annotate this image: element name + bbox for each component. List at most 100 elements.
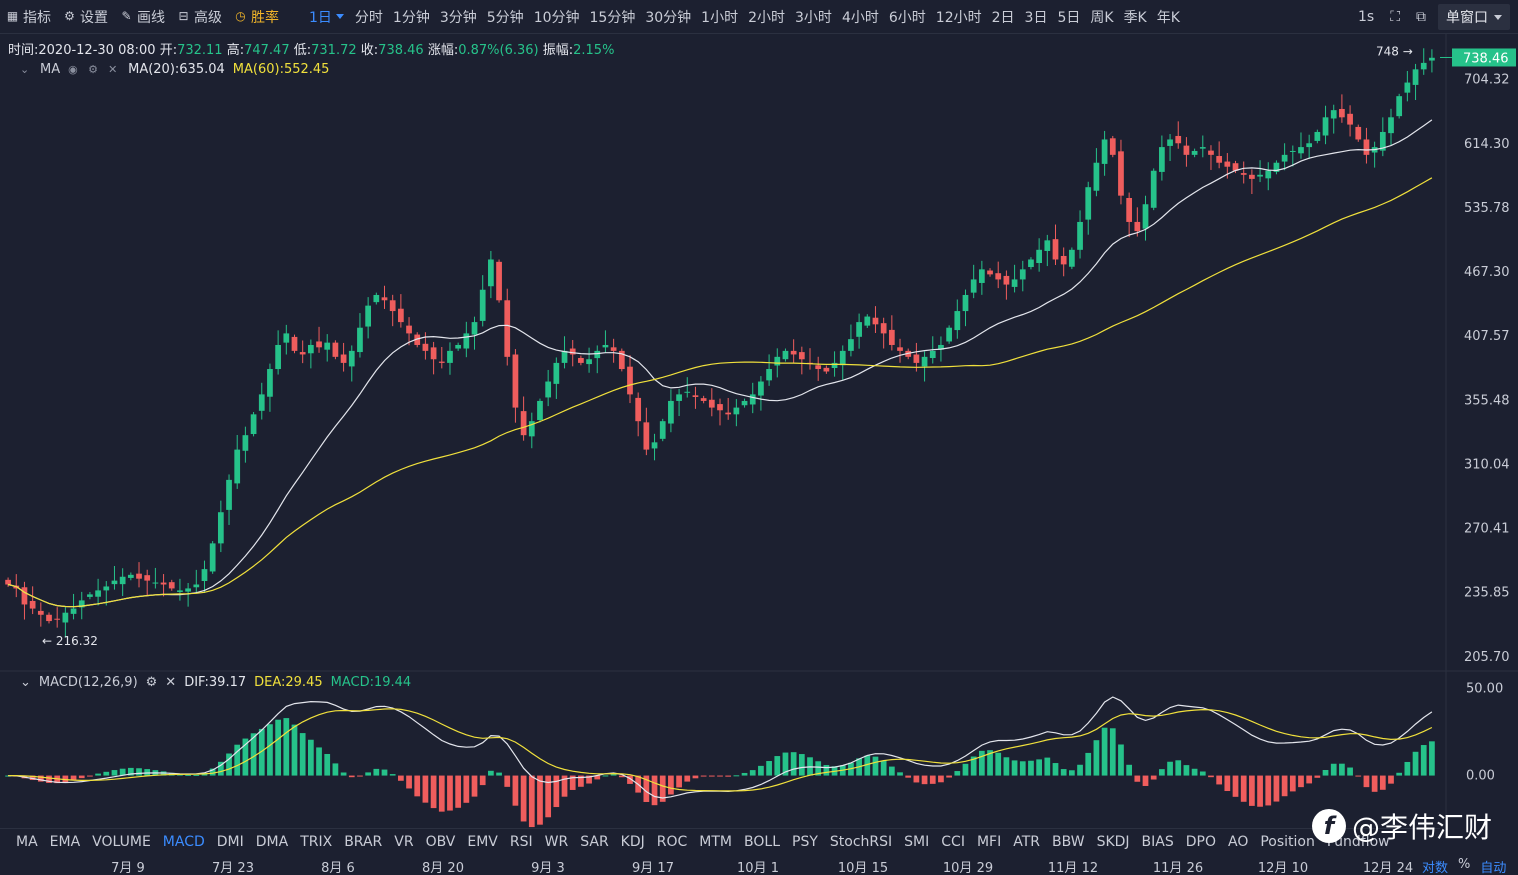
interval-option[interactable]: 3分钟: [439, 9, 477, 26]
indicator-tab[interactable]: TRIX: [300, 833, 333, 850]
indicator-tab[interactable]: OBV: [425, 833, 456, 850]
collapse-chevron-icon[interactable]: ⌄: [20, 62, 30, 76]
macd-histogram-bar: [95, 773, 101, 776]
indicator-tab[interactable]: BIAS: [1141, 833, 1174, 850]
macd-histogram-bar: [1249, 775, 1255, 806]
indicator-tab[interactable]: Position: [1260, 833, 1315, 850]
indicator-tab[interactable]: WR: [544, 833, 569, 850]
macd-histogram-bar: [1412, 751, 1419, 776]
macd-histogram-bar: [970, 756, 977, 776]
indicator-tab[interactable]: VR: [394, 833, 414, 850]
price-chart[interactable]: 704.32 614.30 535.78 467.30 407.57 355.48 310.…: [0, 34, 1518, 828]
macd-histogram-bar: [1167, 761, 1173, 776]
interval-option[interactable]: 年K: [1156, 9, 1180, 26]
macd-histogram-bar: [1322, 770, 1329, 776]
candle-body: [1028, 259, 1034, 268]
indicator-tab[interactable]: DMA: [255, 833, 289, 850]
candle-body: [389, 300, 396, 312]
window-mode-dropdown[interactable]: 单窗口: [1438, 4, 1510, 30]
indicator-tab[interactable]: SMI: [904, 833, 930, 850]
indicator-tab[interactable]: DPO: [1185, 833, 1216, 850]
watermark: f @李伟汇财: [1312, 806, 1492, 846]
eye-icon[interactable]: ◉: [68, 62, 78, 76]
close-icon[interactable]: ✕: [165, 675, 177, 690]
candle-body: [839, 350, 846, 366]
date-label: 9月 3: [531, 861, 565, 875]
interval-option[interactable]: 3日: [1024, 9, 1048, 26]
interval-option[interactable]: 3小时: [795, 9, 832, 26]
collapse-chevron-icon[interactable]: ⌄: [20, 675, 31, 690]
interval-dropdown[interactable]: 1日: [303, 7, 350, 27]
date-label: 9月 17: [632, 861, 674, 875]
winrate-button[interactable]: ◷ 胜率: [228, 0, 285, 34]
indicator-tab[interactable]: StochRSI: [829, 833, 893, 850]
indicator-tab[interactable]: SKDJ: [1096, 833, 1130, 850]
gear-icon[interactable]: ⚙: [88, 62, 98, 76]
scale-option[interactable]: 对数: [1422, 861, 1449, 875]
candle-body: [856, 322, 862, 337]
interval-option[interactable]: 分时: [354, 9, 383, 26]
indicator-tab[interactable]: MA: [16, 833, 38, 850]
macd-histogram-bar: [1085, 752, 1092, 776]
interval-option[interactable]: 1分钟: [392, 9, 430, 26]
indicator-tab[interactable]: ROC: [656, 833, 688, 850]
indicator-tab[interactable]: BBW: [1052, 833, 1085, 850]
macd-histogram-bar: [782, 752, 789, 776]
interval-option[interactable]: 5分钟: [486, 9, 524, 26]
indicator-tab[interactable]: KDJ: [620, 833, 645, 850]
indicator-tab[interactable]: CCI: [941, 833, 965, 850]
candle-body: [250, 414, 257, 435]
briefcase-icon: ⊟: [178, 9, 189, 23]
indicator-tab[interactable]: ATR: [1013, 833, 1040, 850]
macd-histogram-bar: [1289, 775, 1296, 792]
candle-body: [1363, 139, 1370, 155]
macd-histogram-bar: [37, 775, 44, 782]
indicator-tab[interactable]: RSI: [509, 833, 533, 850]
interval-option[interactable]: 季K: [1123, 9, 1147, 26]
indicator-tab[interactable]: BOLL: [744, 833, 780, 850]
price-tick-label: 270.41: [1464, 522, 1510, 537]
indicator-tab[interactable]: EMA: [49, 833, 81, 850]
interval-option[interactable]: 2小时: [748, 9, 786, 26]
indicator-tab[interactable]: MACD: [162, 833, 205, 850]
gear-icon[interactable]: ⚙: [145, 675, 158, 690]
indicator-tab[interactable]: VOLUME: [92, 833, 151, 850]
macd-histogram-bar: [422, 775, 429, 803]
interval-option[interactable]: 6小时: [888, 9, 926, 26]
macd-histogram-bar: [103, 771, 110, 776]
indicator-tab[interactable]: AO: [1228, 833, 1249, 850]
interval-option[interactable]: 10分钟: [533, 9, 580, 26]
indicator-tab[interactable]: Fundflow: [1326, 833, 1390, 850]
fullscreen-icon[interactable]: ⛶: [1390, 9, 1400, 25]
indicator-tab[interactable]: BRAR: [344, 833, 383, 850]
scale-option[interactable]: 自动: [1480, 861, 1507, 875]
scale-option[interactable]: %: [1458, 857, 1471, 872]
indicator-tab[interactable]: EMV: [467, 833, 498, 850]
right-tools: 1s ⛶ ⧉ 单窗口: [1354, 0, 1510, 34]
interval-option[interactable]: 15分钟: [589, 9, 636, 26]
interval-option[interactable]: 4小时: [841, 9, 879, 26]
interval-option[interactable]: 5日: [1057, 9, 1081, 26]
interval-option[interactable]: 1小时: [701, 9, 739, 26]
indicator-tab[interactable]: SAR: [580, 833, 609, 850]
candle-body: [471, 322, 478, 335]
indicator-tab[interactable]: PSY: [792, 833, 818, 850]
macd-histogram-bar: [684, 775, 691, 782]
indicator-tab[interactable]: DMI: [216, 833, 244, 850]
advanced-button[interactable]: ⊟ 高级: [171, 0, 228, 34]
close-icon[interactable]: ✕: [108, 62, 118, 76]
macd-histogram-bar: [488, 770, 494, 776]
interval-option[interactable]: 12小时: [935, 9, 982, 26]
candle-body: [741, 400, 748, 406]
interval-option[interactable]: 30分钟: [645, 9, 692, 26]
interval-option[interactable]: 周K: [1090, 9, 1114, 26]
refresh-rate[interactable]: 1s: [1357, 9, 1375, 25]
popout-icon[interactable]: ⧉: [1416, 9, 1426, 25]
indicator-tab[interactable]: MFI: [976, 833, 1002, 850]
indicator-tab[interactable]: MTM: [699, 833, 733, 850]
draw-button[interactable]: ✎ 画线: [114, 0, 171, 34]
interval-option[interactable]: 2日: [991, 9, 1015, 26]
settings-button[interactable]: ⚙ 设置: [57, 0, 114, 34]
candle-body: [455, 344, 462, 349]
indicator-button[interactable]: ▦ 指标: [0, 0, 57, 34]
